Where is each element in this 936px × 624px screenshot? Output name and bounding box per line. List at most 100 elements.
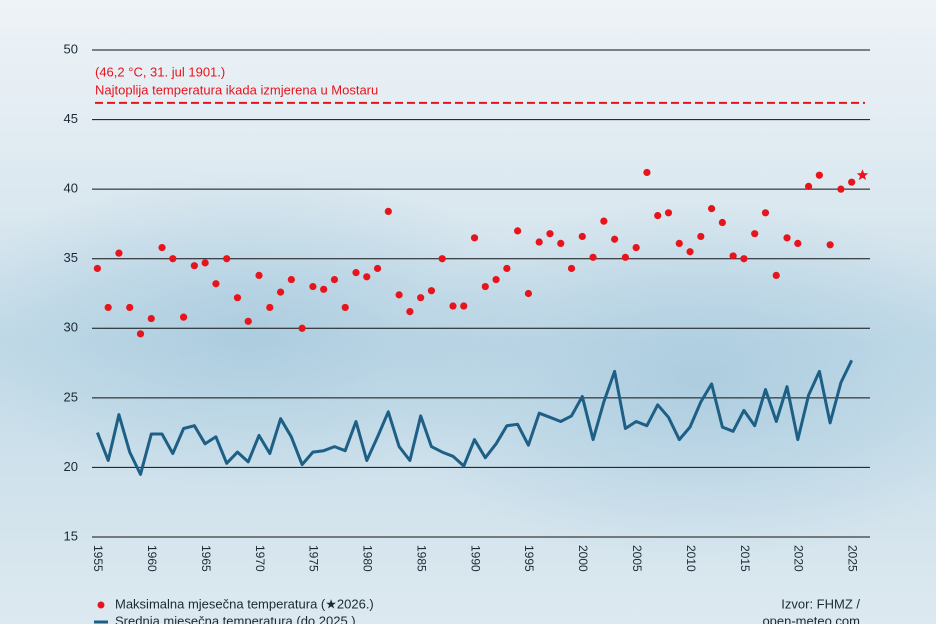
max-temp-point: [524, 289, 533, 298]
max-temp-point: [266, 303, 274, 312]
x-tick-label: 1990: [468, 545, 482, 572]
max-temp-point: [707, 205, 716, 213]
max-temp-point: [136, 330, 145, 338]
y-tick-label: 50: [64, 41, 78, 56]
max-temp-point: [848, 178, 856, 186]
max-temp-point: [686, 248, 694, 256]
max-temp-point: [460, 302, 468, 310]
max-temp-point: [514, 227, 522, 235]
max-temp-point: [589, 253, 597, 261]
x-tick-label: 1980: [361, 545, 375, 572]
legend-marker: [97, 601, 105, 609]
max-temp-point: [320, 285, 328, 293]
background-blob: [380, 200, 936, 560]
max-temp-point: [815, 171, 823, 179]
max-temp-point: [837, 185, 845, 193]
max-temp-point: [309, 282, 317, 291]
x-tick-label: 2005: [630, 545, 644, 572]
max-temp-point: [417, 294, 425, 302]
x-tick-label: 1960: [145, 545, 159, 572]
max-temp-point: [126, 303, 134, 312]
x-tick-label: 2000: [576, 545, 590, 572]
max-temp-point: [481, 282, 489, 291]
max-temp-point: [567, 264, 576, 273]
max-temp-point: [373, 264, 382, 273]
max-temp-point: [104, 303, 112, 312]
max-temp-point: [611, 235, 619, 243]
legend-label: Srednja mjesečna temperatura (do 2025.): [115, 613, 356, 624]
max-temp-point: [729, 252, 737, 260]
x-tick-label: 1985: [414, 545, 428, 572]
max-temp-point: [201, 259, 209, 267]
max-temp-point: [503, 264, 511, 273]
max-temp-point: [298, 324, 306, 332]
max-temp-point: [384, 207, 392, 216]
max-temp-point: [470, 234, 479, 242]
max-temp-point: [395, 291, 403, 299]
max-temp-point: [643, 168, 651, 177]
max-temp-point: [158, 243, 166, 252]
max-temp-point: [600, 217, 608, 225]
y-tick-label: 20: [64, 459, 78, 474]
max-temp-point: [341, 303, 349, 312]
source: open-meteo.com: [762, 613, 860, 624]
max-temp-point: [557, 239, 565, 248]
max-temp-point: [718, 218, 726, 227]
x-tick-label: 1970: [253, 545, 267, 572]
max-temp-point: [276, 288, 285, 296]
max-temp-point: [578, 232, 586, 241]
y-tick-label: 40: [64, 181, 78, 196]
x-tick-label: 2015: [738, 545, 752, 572]
max-temp-point: [492, 275, 500, 284]
max-temp-point: [363, 273, 371, 281]
max-temp-point: [783, 234, 791, 242]
max-temp-point: [169, 255, 177, 263]
max-temp-point: [697, 232, 705, 241]
y-tick-label: 35: [64, 250, 78, 265]
max-temp-point: [352, 269, 360, 277]
max-temp-point: [740, 255, 748, 263]
x-tick-label: 2010: [684, 545, 698, 572]
y-tick-label: 25: [64, 389, 78, 404]
highlight-star: [856, 169, 869, 181]
y-tick-label: 15: [64, 528, 78, 543]
max-temp-point: [675, 239, 683, 248]
max-temp-point: [449, 302, 457, 310]
max-temp-point: [535, 238, 543, 246]
max-temp-point: [212, 280, 220, 288]
reference-note: Najtoplija temperatura ikada izmjerena u…: [95, 82, 378, 97]
source: Izvor: FHMZ /: [781, 596, 860, 611]
legend-label: Maksimalna mjesečna temperatura (★2026.): [115, 596, 374, 611]
x-tick-label: 2020: [792, 545, 806, 572]
reference-label: (46,2 °C, 31. jul 1901.): [95, 64, 225, 79]
max-temp-point: [826, 241, 834, 249]
max-temp-point: [654, 211, 662, 220]
max-temp-point: [546, 230, 554, 238]
max-temp-point: [804, 182, 813, 190]
max-temp-point: [621, 253, 629, 261]
max-temp-point: [147, 314, 155, 323]
x-tick-label: 1995: [522, 545, 536, 572]
max-temp-point: [287, 275, 295, 284]
max-temp-point: [255, 271, 263, 280]
max-temp-point: [438, 255, 446, 263]
max-temp-point: [93, 264, 101, 273]
max-temp-point: [244, 317, 252, 325]
x-tick-label: 1975: [307, 545, 321, 572]
max-temp-point: [427, 287, 436, 295]
max-temp-point: [664, 209, 673, 217]
y-tick-label: 30: [64, 320, 78, 335]
y-tick-label: 45: [64, 111, 78, 126]
max-temp-point: [632, 243, 640, 252]
max-temp-point: [190, 262, 198, 270]
max-temp-point: [751, 230, 759, 238]
max-temp-point: [330, 275, 339, 284]
x-tick-label: 1955: [91, 545, 105, 572]
max-temp-point: [772, 271, 780, 280]
max-temp-point: [179, 313, 188, 321]
max-temp-point: [761, 209, 770, 217]
x-tick-label: 2025: [846, 545, 860, 572]
max-temp-point: [406, 307, 414, 316]
x-tick-label: 1965: [199, 545, 213, 572]
